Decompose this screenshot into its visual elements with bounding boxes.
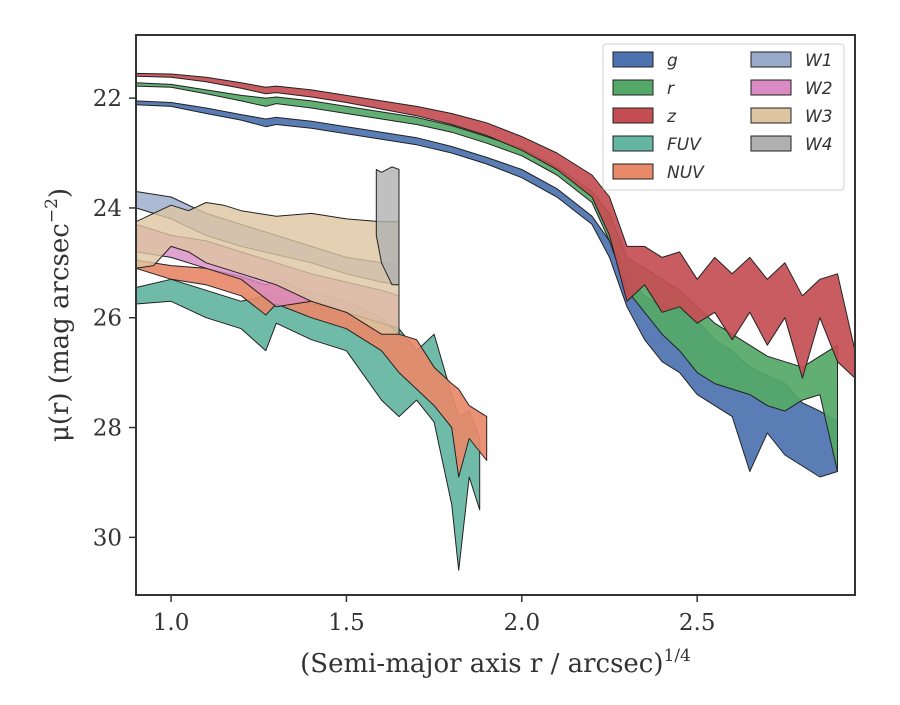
y-axis-ticks: 22 24 26 28 30: [93, 86, 136, 551]
y-axis-label-text: μ(r) (mag arcsec: [45, 223, 75, 442]
legend-label-w3: W3: [805, 107, 833, 127]
legend: grz FUV NUV W1 W2 W3 W4: [602, 43, 845, 191]
legend-swatch-fuv: [612, 135, 654, 152]
legend-label-w4: W4: [805, 135, 833, 155]
legend-label-fuv: FUV: [667, 135, 702, 155]
y-tick-label: 26: [93, 306, 122, 332]
y-tick-label: 22: [93, 86, 122, 112]
plot-frame: [135, 34, 856, 596]
x-tick-label: 1.5: [328, 610, 365, 636]
x-axis-ticks: 1.0 1.5 2.0 2.5: [153, 595, 716, 636]
legend-label-r: r: [667, 79, 675, 99]
band-w4: [375, 166, 400, 286]
x-tick-label: 2.0: [504, 610, 541, 636]
x-axis-label-text: (Semi-major axis r / arcsec): [300, 649, 663, 679]
legend-label-z: z: [666, 107, 677, 127]
legend-label-nuv: NUV: [667, 163, 705, 183]
y-tick-label: 30: [93, 525, 122, 551]
legend-label-g: g: [667, 51, 678, 71]
x-axis-label: (Semi-major axis r / arcsec)1/4: [300, 646, 691, 679]
series-bands: [135, 72, 856, 571]
legend-label-w1: W1: [805, 51, 833, 71]
y-axis-label-exponent: −2: [42, 198, 62, 223]
legend-swatch-r: [612, 79, 654, 96]
legend-label-w2: W2: [805, 79, 833, 99]
y-tick-label: 24: [93, 196, 122, 222]
y-axis-label: μ(r) (mag arcsec−2): [42, 188, 75, 442]
y-tick-label: 28: [93, 416, 122, 442]
legend-swatch-g: [612, 51, 654, 68]
y-axis-label-close: ): [45, 188, 75, 198]
x-axis-label-exponent: 1/4: [664, 646, 691, 666]
band-r: [135, 82, 838, 472]
legend-swatch-nuv: [612, 163, 654, 180]
x-tick-label: 2.5: [679, 610, 716, 636]
band-w3: [135, 202, 400, 335]
legend-swatch-w2: [750, 79, 792, 96]
legend-swatch-w3: [750, 107, 792, 124]
legend-swatch-w1: [750, 51, 792, 68]
x-tick-label: 1.0: [153, 610, 190, 636]
legend-swatch-z: [612, 107, 654, 124]
legend-swatch-w4: [750, 135, 792, 152]
